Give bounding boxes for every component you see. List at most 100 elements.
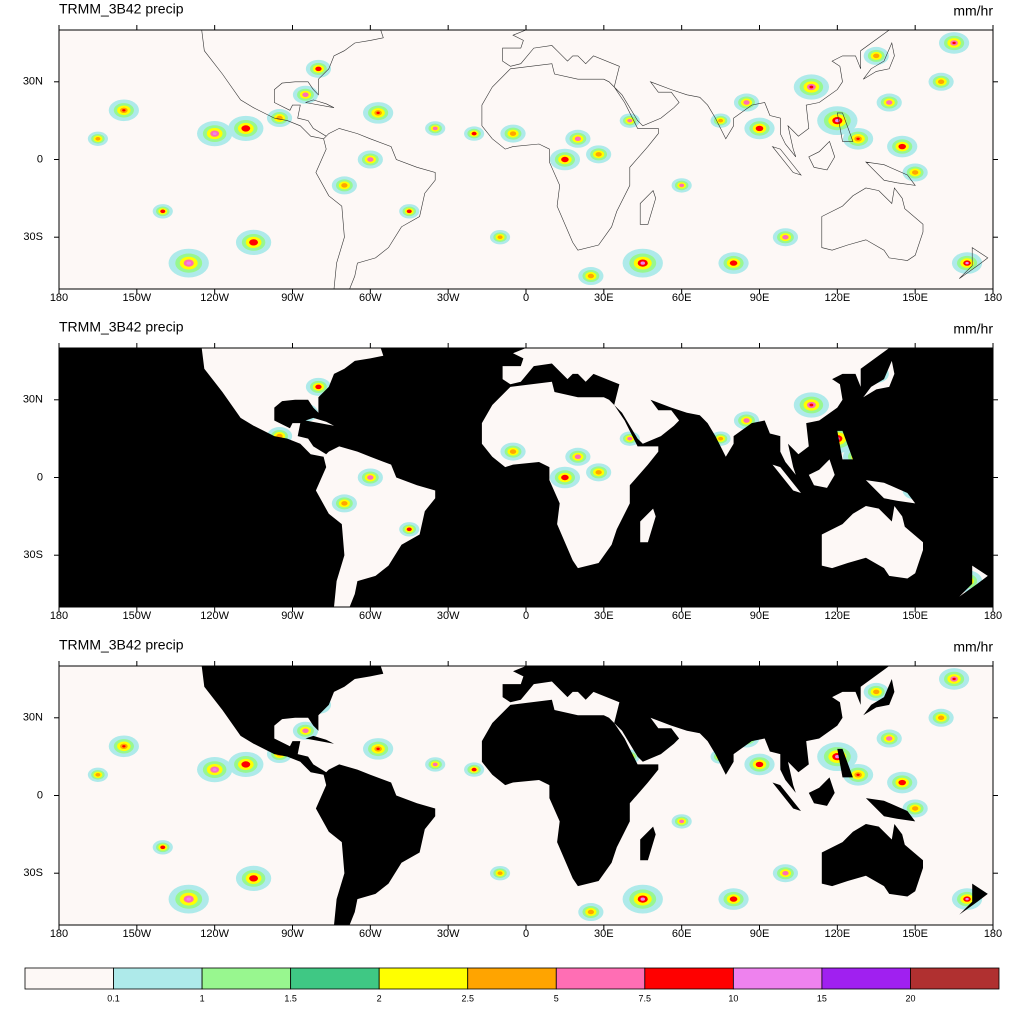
precip-blob bbox=[212, 768, 217, 771]
precip-blob bbox=[160, 845, 166, 850]
colorbar-label: 10 bbox=[728, 993, 738, 1003]
lon-label: 30W bbox=[437, 292, 460, 304]
precip-blob bbox=[471, 767, 477, 772]
precip-blob bbox=[471, 131, 477, 136]
lat-label: 0 bbox=[37, 153, 43, 165]
lon-label: 150W bbox=[122, 610, 151, 622]
map-panel bbox=[59, 666, 993, 925]
precip-blob bbox=[315, 66, 322, 72]
panel-title: TRMM_3B42 precip bbox=[59, 637, 184, 653]
panel-title: TRMM_3B42 precip bbox=[59, 319, 184, 335]
colorbar-label: 15 bbox=[817, 993, 827, 1003]
lat-label: 30N bbox=[23, 394, 43, 406]
lon-label: 0 bbox=[523, 928, 529, 940]
lon-label: 120W bbox=[200, 928, 229, 940]
precip-blob bbox=[809, 85, 814, 89]
precip-blob bbox=[873, 53, 880, 59]
precip-blob bbox=[243, 763, 248, 766]
lon-label: 180 bbox=[50, 610, 68, 622]
map-background bbox=[59, 30, 993, 289]
precip-blob bbox=[595, 152, 602, 157]
land-mask bbox=[201, 666, 988, 925]
lat-label: 30N bbox=[23, 76, 43, 88]
units-label: mm/hr bbox=[953, 639, 993, 655]
lon-label: 90W bbox=[281, 928, 304, 940]
precip-blob bbox=[900, 145, 904, 148]
colorbar-box bbox=[378, 967, 469, 990]
lat-label: 0 bbox=[37, 789, 43, 801]
map-panel bbox=[59, 348, 993, 607]
colorbar-box bbox=[910, 967, 1000, 990]
lat-label: 30S bbox=[23, 231, 43, 243]
precip-blob bbox=[731, 261, 736, 265]
precip-blob bbox=[367, 475, 374, 480]
precip-blob bbox=[900, 781, 904, 784]
lon-label: 120E bbox=[824, 292, 850, 304]
precip-blob bbox=[497, 235, 503, 239]
colorbar-box bbox=[821, 967, 911, 990]
colorbar-label: 20 bbox=[905, 993, 915, 1003]
precip-blob bbox=[367, 157, 374, 162]
colorbar-label: 1.5 bbox=[284, 993, 297, 1003]
precip-blob bbox=[912, 806, 919, 811]
lon-label: 180 bbox=[984, 292, 1002, 304]
precip-blob bbox=[212, 132, 217, 136]
precip-blob bbox=[718, 436, 724, 441]
lon-label: 30W bbox=[437, 928, 460, 940]
precip-blob bbox=[432, 762, 438, 767]
precip-blob bbox=[640, 261, 645, 265]
precip-blob bbox=[782, 234, 789, 240]
lon-label: 60E bbox=[672, 928, 692, 940]
colorbar-label: 5 bbox=[554, 993, 559, 1003]
units-label: mm/hr bbox=[953, 3, 993, 19]
precip-blob bbox=[186, 897, 191, 901]
colorbar-box bbox=[201, 967, 292, 990]
lon-label: 30E bbox=[594, 928, 614, 940]
precip-blob bbox=[595, 470, 602, 475]
precip-blob bbox=[856, 773, 860, 776]
precip-blob bbox=[376, 747, 380, 751]
precip-blob bbox=[757, 763, 762, 766]
precip-blob bbox=[937, 715, 945, 721]
precip-blob bbox=[782, 870, 789, 876]
lon-label: 60E bbox=[672, 610, 692, 622]
precip-blob bbox=[160, 209, 166, 214]
lon-label: 120W bbox=[200, 292, 229, 304]
precip-blob bbox=[718, 118, 724, 123]
lon-label: 0 bbox=[523, 610, 529, 622]
coastline bbox=[201, 30, 989, 289]
lon-label: 180 bbox=[50, 928, 68, 940]
lon-label: 180 bbox=[984, 928, 1002, 940]
lon-label: 90E bbox=[750, 292, 770, 304]
precip-blob bbox=[627, 118, 633, 123]
precip-blob bbox=[243, 127, 248, 130]
lon-label: 120E bbox=[824, 928, 850, 940]
lat-label: 0 bbox=[37, 471, 43, 483]
precip-blob bbox=[315, 384, 322, 390]
precip-blob bbox=[809, 403, 814, 407]
lon-label: 90W bbox=[281, 292, 304, 304]
lat-label: 30N bbox=[23, 712, 43, 724]
precip-blob bbox=[509, 131, 517, 136]
precip-blob bbox=[835, 755, 840, 759]
lon-label: 120W bbox=[200, 610, 229, 622]
precip-blob bbox=[302, 92, 309, 97]
precip-blob bbox=[406, 209, 412, 214]
colorbar-label: 2 bbox=[377, 993, 382, 1003]
lon-label: 150E bbox=[902, 610, 928, 622]
precip-blob bbox=[376, 111, 380, 115]
lon-label: 30E bbox=[594, 610, 614, 622]
precip-blob bbox=[563, 158, 567, 161]
precip-blob bbox=[95, 136, 101, 141]
precip-blob bbox=[406, 527, 412, 532]
colorbar-label: 1 bbox=[200, 993, 205, 1003]
precip-blob bbox=[251, 240, 256, 244]
precip-blob bbox=[679, 183, 685, 188]
precip-blob bbox=[509, 449, 517, 454]
colorbar-box bbox=[24, 967, 114, 990]
precip-blob bbox=[563, 476, 567, 479]
precip-blob bbox=[912, 170, 919, 175]
lon-label: 90W bbox=[281, 610, 304, 622]
precip-blob bbox=[497, 871, 503, 875]
